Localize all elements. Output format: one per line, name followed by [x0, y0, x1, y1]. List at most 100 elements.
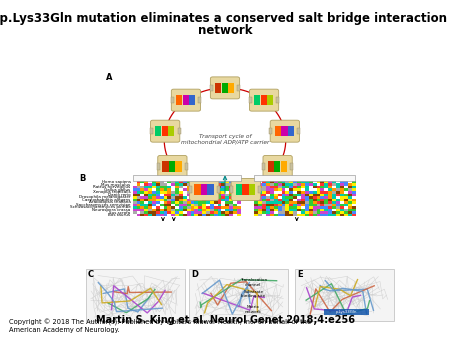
Bar: [140, 196, 144, 199]
Bar: [254, 201, 258, 203]
Bar: [160, 199, 164, 201]
Bar: [198, 196, 202, 199]
Bar: [305, 186, 309, 189]
Bar: [351, 209, 356, 211]
Bar: [266, 193, 270, 196]
Bar: [320, 186, 324, 189]
FancyBboxPatch shape: [189, 178, 219, 200]
Bar: [183, 189, 187, 191]
Bar: [206, 196, 210, 199]
Bar: [160, 206, 164, 209]
Bar: [191, 186, 194, 189]
Bar: [210, 84, 212, 91]
Bar: [202, 209, 206, 211]
Bar: [237, 206, 241, 209]
Bar: [133, 199, 137, 201]
Bar: [160, 186, 164, 189]
Bar: [281, 161, 287, 172]
Bar: [313, 203, 316, 206]
Bar: [137, 193, 140, 196]
Bar: [285, 214, 289, 216]
Bar: [229, 199, 233, 201]
Bar: [202, 203, 206, 206]
Bar: [316, 201, 320, 203]
Bar: [214, 193, 218, 196]
Bar: [171, 181, 175, 183]
Bar: [152, 203, 156, 206]
Bar: [233, 183, 237, 186]
Bar: [309, 189, 313, 191]
Bar: [316, 189, 320, 191]
Bar: [344, 191, 348, 193]
Bar: [160, 191, 164, 193]
Bar: [270, 201, 274, 203]
Bar: [324, 309, 369, 315]
Bar: [156, 189, 160, 191]
Bar: [297, 193, 301, 196]
Bar: [332, 201, 336, 203]
Bar: [218, 191, 221, 193]
FancyBboxPatch shape: [231, 178, 261, 200]
Bar: [332, 203, 336, 206]
Bar: [332, 206, 336, 209]
Bar: [133, 183, 137, 186]
Bar: [340, 201, 344, 203]
Bar: [191, 214, 194, 216]
Bar: [316, 203, 320, 206]
Bar: [152, 206, 156, 209]
Bar: [274, 189, 278, 191]
Bar: [140, 201, 144, 203]
Bar: [336, 203, 340, 206]
Bar: [316, 211, 320, 214]
Bar: [218, 206, 221, 209]
Bar: [225, 196, 229, 199]
Bar: [194, 203, 198, 206]
Bar: [313, 181, 316, 183]
Bar: [340, 196, 344, 199]
Bar: [293, 203, 297, 206]
Bar: [202, 193, 206, 196]
Bar: [137, 191, 140, 193]
Bar: [237, 209, 241, 211]
Bar: [175, 211, 179, 214]
Bar: [198, 201, 202, 203]
Bar: [183, 214, 187, 216]
Bar: [187, 189, 191, 191]
Bar: [305, 189, 309, 191]
Bar: [229, 181, 233, 183]
Bar: [316, 186, 320, 189]
Bar: [328, 214, 332, 216]
Bar: [171, 196, 175, 199]
Bar: [171, 214, 175, 216]
Bar: [157, 163, 160, 170]
Bar: [344, 211, 348, 214]
Bar: [152, 214, 156, 216]
Bar: [164, 203, 167, 206]
Bar: [324, 186, 328, 189]
Bar: [152, 201, 156, 203]
Text: D: D: [191, 270, 198, 280]
Bar: [194, 214, 198, 216]
Bar: [206, 191, 210, 193]
Bar: [344, 203, 348, 206]
Bar: [332, 209, 336, 211]
Bar: [301, 206, 305, 209]
Bar: [189, 95, 195, 105]
Bar: [313, 186, 316, 189]
Bar: [270, 181, 274, 183]
Bar: [148, 183, 152, 186]
Bar: [344, 189, 348, 191]
Bar: [324, 189, 328, 191]
Bar: [207, 185, 213, 195]
Bar: [214, 181, 218, 183]
Bar: [309, 201, 313, 203]
Bar: [144, 203, 148, 206]
Bar: [274, 214, 278, 216]
Bar: [258, 201, 262, 203]
Bar: [183, 209, 187, 211]
Bar: [320, 181, 324, 183]
Bar: [164, 193, 167, 196]
Bar: [133, 201, 137, 203]
Bar: [348, 203, 351, 206]
Bar: [262, 189, 266, 191]
